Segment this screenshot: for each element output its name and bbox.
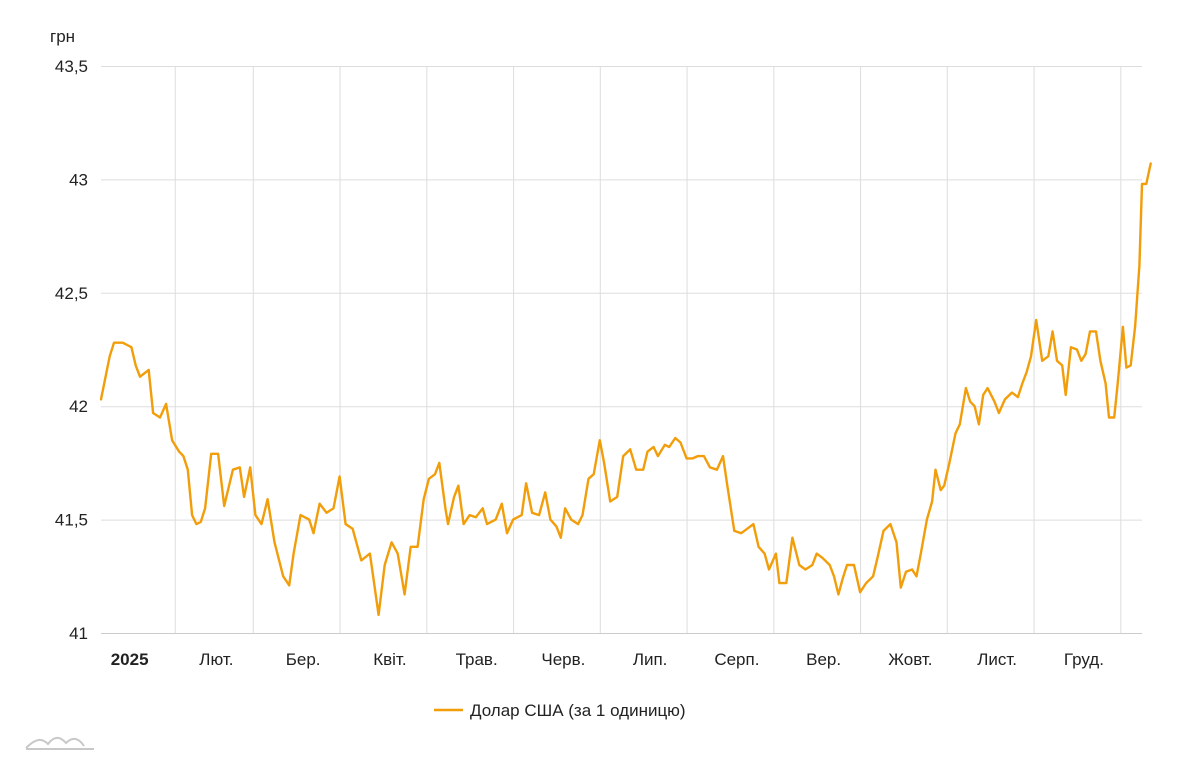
y-tick-label: 43,5	[55, 57, 88, 76]
legend-label: Долар США (за 1 одиницю)	[470, 701, 686, 720]
x-tick-label: Лип.	[633, 650, 668, 669]
legend[interactable]: Долар США (за 1 одиницю)	[434, 701, 686, 720]
x-tick-label: Квіт.	[373, 650, 406, 669]
usd-rate-line	[99, 162, 1152, 617]
y-tick-label: 42	[69, 397, 88, 416]
y-tick-labels: 41 41,5 42 42,5 43 43,5	[55, 57, 88, 643]
x-tick-label: Лист.	[977, 650, 1017, 669]
x-tick-label: Черв.	[541, 650, 585, 669]
x-tick-label: Серп.	[714, 650, 759, 669]
x-tick-label: Груд.	[1064, 650, 1104, 669]
y-tick-label: 41,5	[55, 511, 88, 530]
x-tick-label: Вер.	[806, 650, 841, 669]
x-tick-label: Трав.	[456, 650, 498, 669]
y-tick-label: 42,5	[55, 284, 88, 303]
y-gridlines	[101, 66, 1142, 521]
y-axis-unit-label: грн	[50, 27, 75, 46]
x-tick-labels: 2025 Лют. Бер. Квіт. Трав. Черв. Лип. Серп. Вер.…	[111, 650, 1104, 669]
x-tick-label: Лют.	[199, 650, 233, 669]
x-tick-label: Жовт.	[888, 650, 932, 669]
x-tick-label: 2025	[111, 650, 149, 669]
y-tick-label: 41	[69, 624, 88, 643]
y-tick-label: 43	[69, 170, 88, 189]
x-gridlines	[174, 66, 1122, 633]
watermark-logo-icon	[25, 736, 94, 750]
x-tick-label: Бер.	[286, 650, 321, 669]
